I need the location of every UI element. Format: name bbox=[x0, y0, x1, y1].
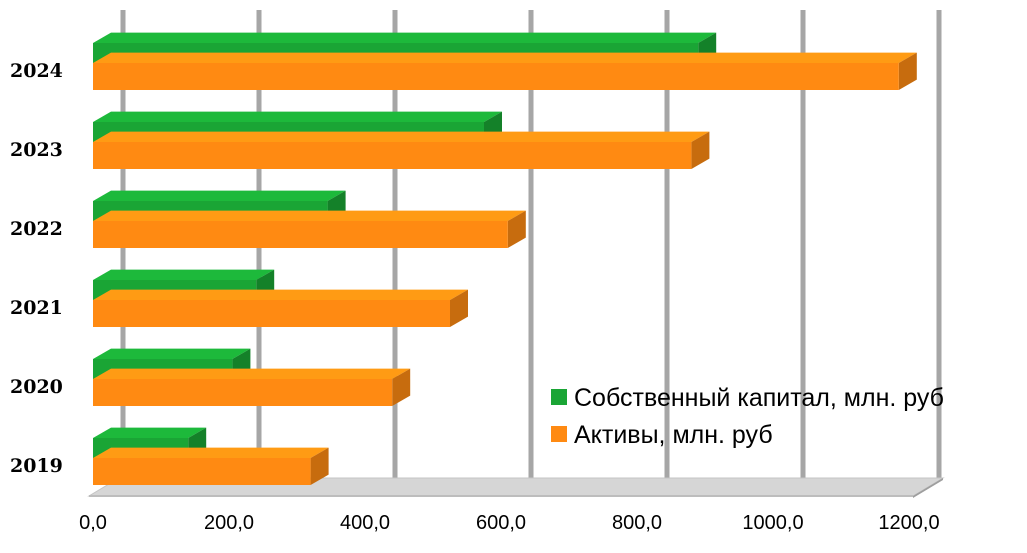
bar-2023-series-1 bbox=[93, 131, 710, 169]
legend-label: Собственный капитал, млн. руб bbox=[574, 384, 944, 412]
legend-label: Активы, млн. руб bbox=[574, 421, 773, 449]
x-tick-label: 0,0 bbox=[79, 512, 107, 534]
bar-2021-series-1 bbox=[93, 289, 468, 327]
x-tick-label: 400,0 bbox=[340, 512, 390, 534]
legend: Собственный капитал, млн. руб Активы, млн… bbox=[551, 384, 944, 449]
bar-2019-series-1 bbox=[93, 447, 329, 485]
y-tick-label: 2024 bbox=[10, 60, 63, 82]
x-tick-label: 200,0 bbox=[204, 512, 254, 534]
x-tick-label: 1000,0 bbox=[742, 512, 803, 534]
bar-2020-series-1 bbox=[93, 368, 411, 406]
x-axis-ticks: 0,0 200,0 400,0 600,0 800,0 1000,0 1200,0 bbox=[79, 512, 939, 534]
y-tick-label: 2021 bbox=[10, 297, 63, 319]
y-tick-label: 2020 bbox=[10, 376, 63, 398]
x-tick-label: 600,0 bbox=[476, 512, 526, 534]
x-tick-label: 1200,0 bbox=[878, 512, 939, 534]
y-tick-label: 2023 bbox=[10, 139, 63, 161]
floor-side bbox=[913, 478, 943, 498]
bar-2024-series-1 bbox=[93, 52, 917, 90]
bar-2022-series-1 bbox=[93, 210, 526, 248]
y-tick-label: 2019 bbox=[10, 455, 63, 477]
bars bbox=[93, 32, 917, 485]
x-tick-label: 800,0 bbox=[612, 512, 662, 534]
legend-swatch bbox=[551, 426, 567, 442]
legend-swatch bbox=[551, 389, 567, 405]
y-tick-label: 2022 bbox=[10, 218, 63, 240]
y-axis-ticks: 2019 2020 2021 2022 2023 2024 bbox=[10, 60, 63, 477]
